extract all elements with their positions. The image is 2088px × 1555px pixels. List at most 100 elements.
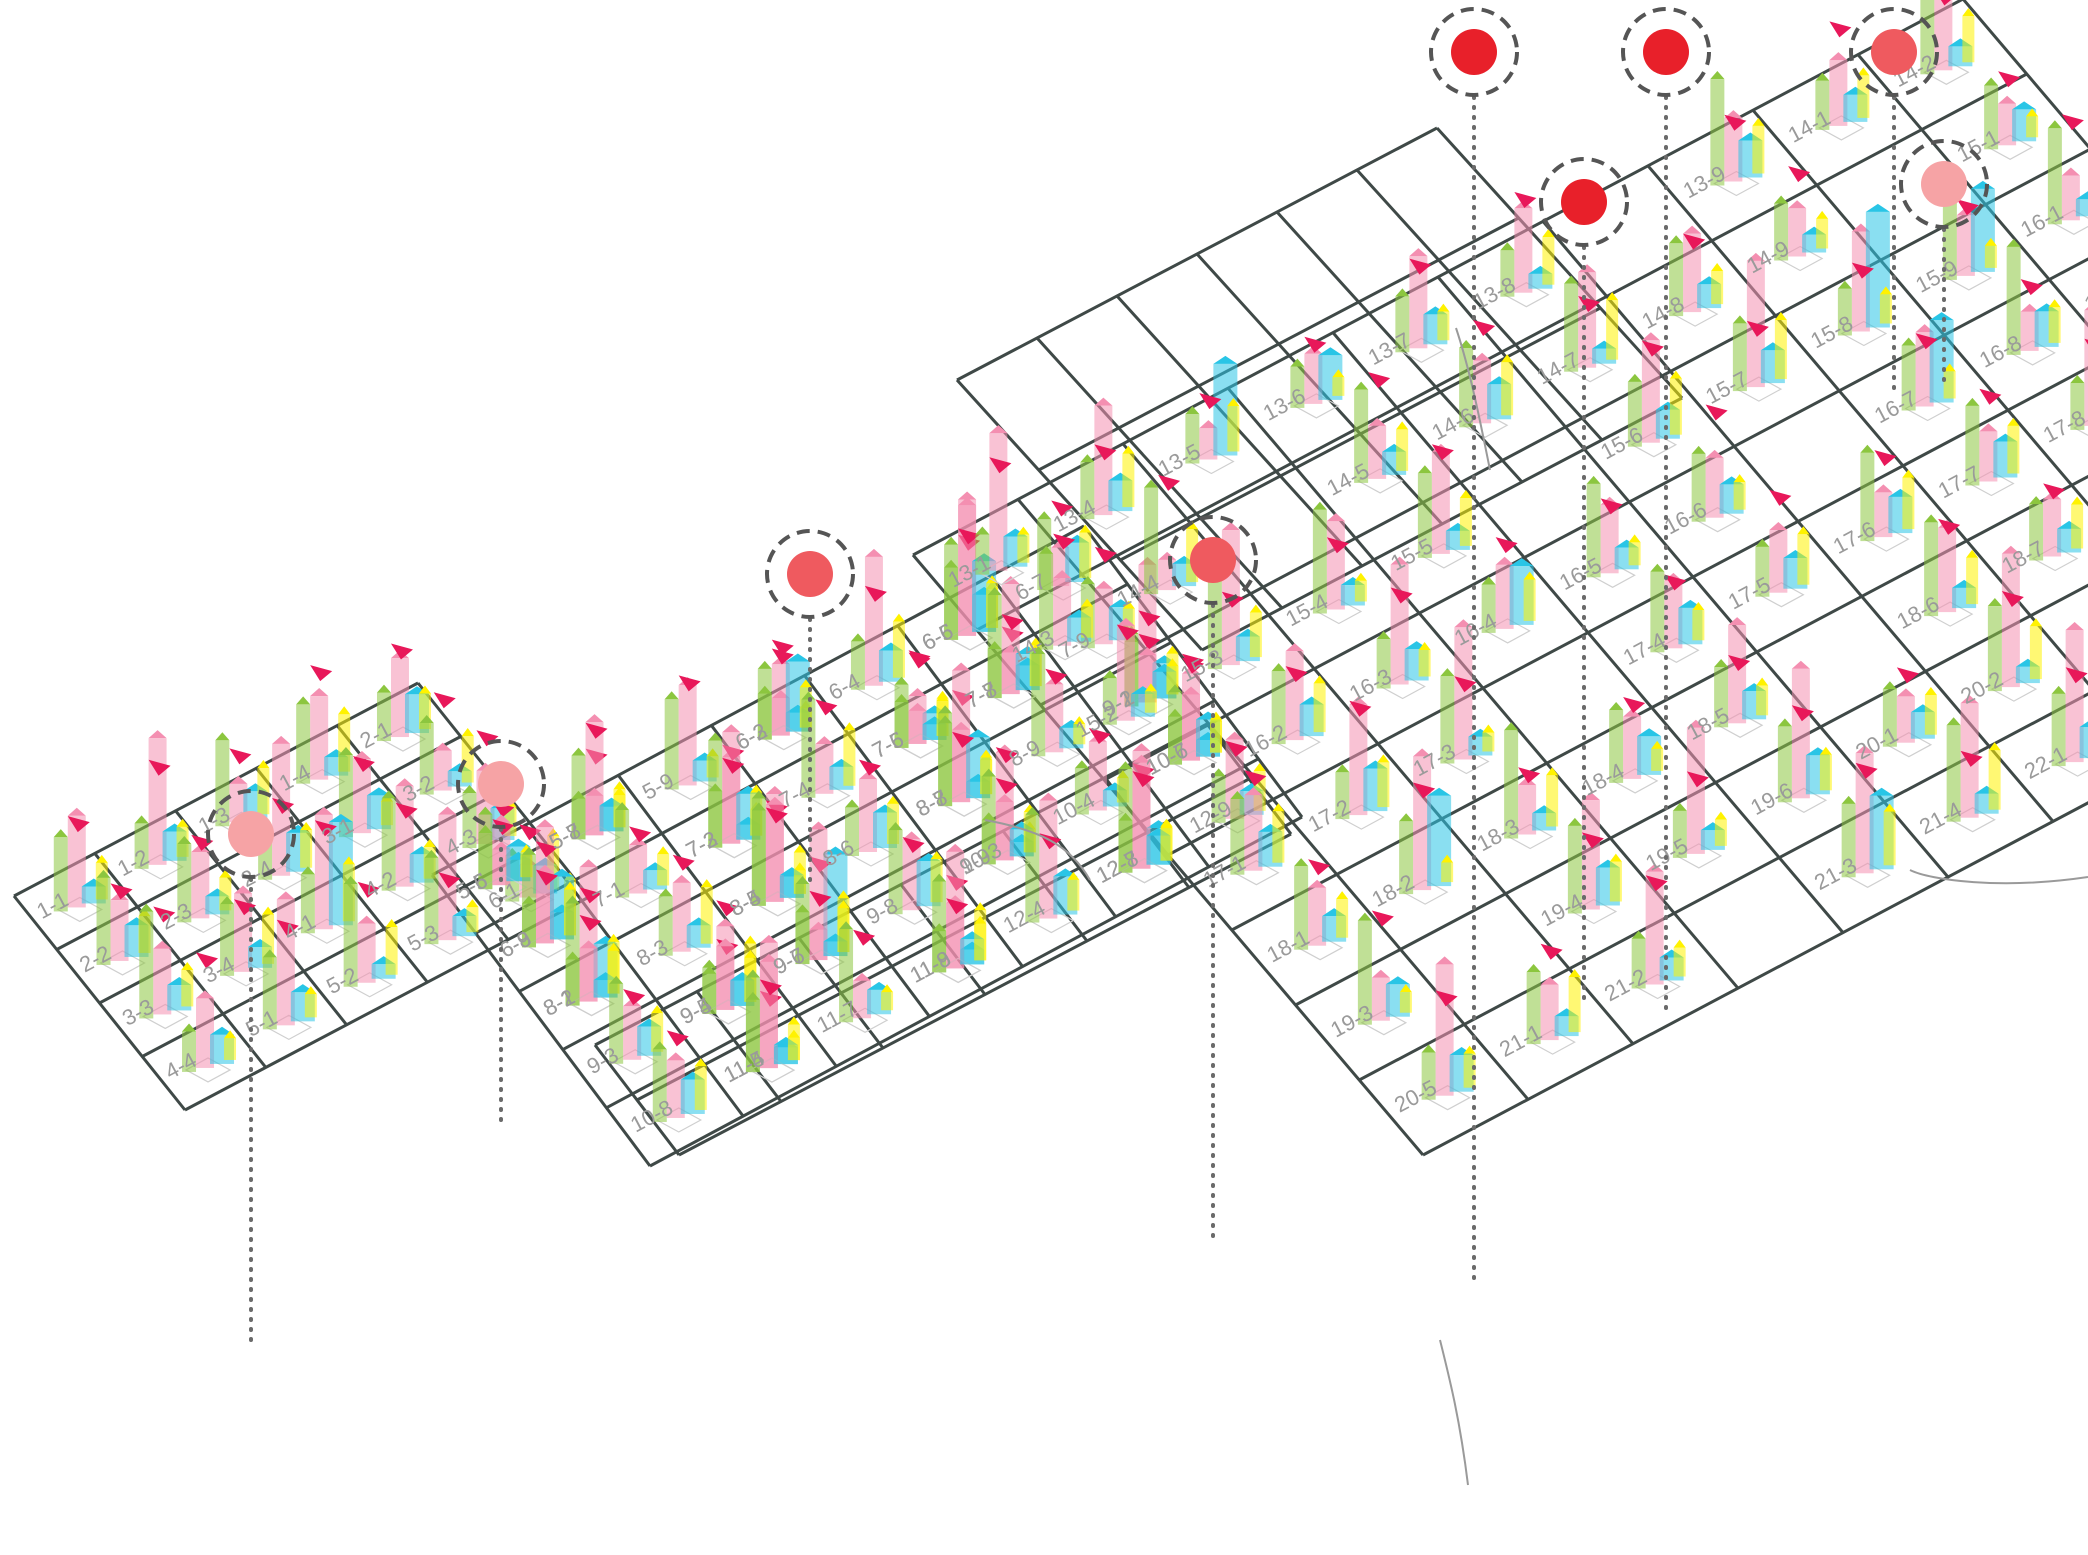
block-cap <box>521 895 536 904</box>
block-cap <box>1454 619 1473 628</box>
block-cap <box>1409 248 1428 257</box>
block-cap <box>1395 288 1410 297</box>
block-cap <box>1080 576 1095 585</box>
block-cap <box>1542 229 1555 238</box>
block-cap <box>1122 600 1135 609</box>
block-prism-icon <box>1357 920 1372 1025</box>
block-cap <box>1960 695 1979 704</box>
cell-blocks <box>1965 388 2020 486</box>
block-prism-icon <box>843 730 856 786</box>
cell-blocks <box>381 778 436 891</box>
flag-marker <box>1390 587 1413 604</box>
block-cap <box>1102 670 1117 679</box>
block-prism-icon <box>1418 649 1431 677</box>
block-cap <box>1788 200 1807 209</box>
block-prism-icon <box>1482 732 1495 752</box>
cell-blocks <box>182 952 237 1072</box>
cell-blocks <box>177 834 232 923</box>
block-prism-icon <box>181 970 194 1007</box>
block-cap <box>1221 522 1240 531</box>
flag-marker <box>585 722 608 739</box>
block-cap <box>839 921 854 930</box>
block-prism-icon <box>1481 584 1496 633</box>
block-prism-icon <box>1609 861 1622 902</box>
block-cap <box>823 846 848 855</box>
block-prism-icon <box>888 830 903 915</box>
block-cap <box>1290 358 1305 367</box>
block-cap <box>850 633 865 642</box>
block-cap <box>757 660 772 669</box>
block-prism-icon <box>2001 553 2020 688</box>
flag-marker <box>1094 444 1117 461</box>
block-cap <box>182 1023 197 1032</box>
flag-marker <box>958 528 981 545</box>
block-cap <box>1396 421 1409 430</box>
flag-marker <box>395 802 418 819</box>
block-cap <box>148 730 167 739</box>
flag-marker <box>153 906 176 923</box>
block-cap <box>989 425 1008 434</box>
block-cap <box>1609 853 1622 862</box>
flag-marker <box>995 747 1018 764</box>
block-prism-icon <box>757 668 772 740</box>
block-prism-icon <box>1788 208 1807 257</box>
block-cap <box>1385 976 1410 985</box>
block-cap <box>702 959 717 968</box>
block-prism-icon <box>859 779 877 852</box>
block-prism-icon <box>1774 319 1787 380</box>
block-prism-icon <box>1079 532 1092 579</box>
block-cap <box>1564 275 1579 284</box>
block-cap <box>1074 760 1089 769</box>
block-prism-icon <box>1683 233 1702 313</box>
block-prism-icon <box>296 704 311 784</box>
flag-marker <box>1514 192 1537 209</box>
block-cap <box>1326 513 1345 522</box>
flag-marker <box>771 648 794 665</box>
block-cap <box>932 873 947 882</box>
block-prism-icon <box>1230 799 1245 875</box>
block-cap <box>1495 556 1514 565</box>
block-prism-icon <box>461 735 474 783</box>
block-cap <box>1902 469 1915 478</box>
block-cap <box>96 869 111 878</box>
block-cap <box>300 821 313 830</box>
block-prism-icon <box>1354 389 1369 483</box>
block-cap <box>2061 167 2080 176</box>
block-prism-icon <box>182 1031 197 1072</box>
block-cap <box>1244 787 1263 796</box>
block-prism-icon <box>765 804 784 902</box>
block-prism-icon <box>2079 726 2088 759</box>
block-cap <box>1230 791 1245 800</box>
block-prism-icon <box>1514 208 1533 293</box>
cell-blocks <box>1481 537 1536 633</box>
block-cap <box>1756 677 1769 686</box>
flag-marker <box>433 692 456 709</box>
flag-marker <box>716 900 739 917</box>
block-cap <box>1039 792 1058 801</box>
flag-marker <box>2001 591 2024 608</box>
block-cap <box>385 919 398 928</box>
block-prism-icon <box>708 791 723 848</box>
cell-blocks <box>1837 203 1892 336</box>
block-prism-icon <box>1523 579 1536 621</box>
block-prism-icon <box>664 699 679 790</box>
block-cap <box>1332 369 1345 378</box>
flag-marker <box>1138 633 1161 650</box>
block-prism-icon <box>892 621 905 678</box>
flag-marker <box>1791 705 1814 722</box>
block-prism-icon <box>1249 612 1262 658</box>
block-cap <box>716 918 735 927</box>
block-cap <box>328 813 353 822</box>
block-prism-icon <box>2075 199 2088 217</box>
cell-blocks <box>262 891 317 1030</box>
block-cap <box>1285 643 1304 652</box>
block-cap <box>1883 803 1896 812</box>
block-cap <box>694 1058 707 1067</box>
block-cap <box>1819 746 1832 755</box>
cell-blocks <box>1504 722 1559 839</box>
block-prism-icon <box>751 798 766 906</box>
block-prism-icon <box>974 910 987 961</box>
block-prism-icon <box>1518 784 1537 835</box>
block-prism-icon <box>2026 116 2039 138</box>
block-cap <box>932 923 947 932</box>
